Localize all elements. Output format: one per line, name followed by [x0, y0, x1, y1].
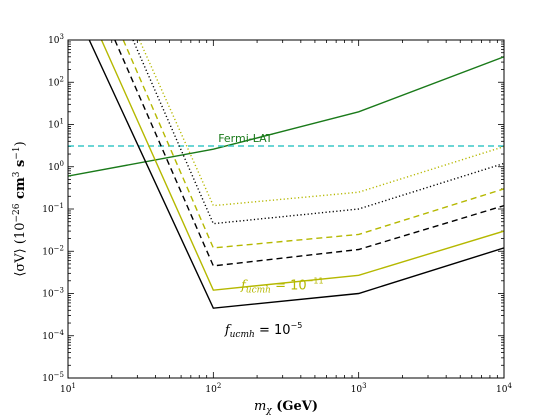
- y-tick-label: 10−1: [42, 202, 64, 215]
- series-line-7: [132, 40, 504, 225]
- annotation-1: Fermi-LAT: [218, 132, 273, 145]
- y-tick-label: 100: [48, 160, 64, 173]
- y-tick-label: 10−2: [42, 244, 64, 257]
- series-layer: [68, 40, 504, 309]
- x-tick-label: 104: [496, 382, 512, 395]
- series-line-5: [114, 40, 504, 267]
- series-line-6: [122, 40, 504, 249]
- series-line-8: [138, 40, 504, 207]
- x-tick-label: 102: [205, 382, 221, 395]
- annotation-3: fucmh = 10−5: [224, 321, 302, 340]
- annotations: Fermi-LAT fucmh = 10−11 fucmh = 10−5: [218, 132, 323, 340]
- x-tick-label: 101: [60, 382, 76, 395]
- y-tick-label: 10−4: [42, 329, 64, 342]
- y-tick-label: 102: [48, 75, 64, 88]
- series-line-1: [68, 56, 504, 177]
- series-line-3: [88, 40, 504, 309]
- y-tick-label: 103: [48, 33, 64, 46]
- x-axis-label: mχ (GeV): [254, 399, 318, 416]
- y-tick-label: 10−5: [42, 371, 64, 384]
- plot-frame: [67, 39, 505, 379]
- x-tick-label: 103: [351, 382, 367, 395]
- y-axis-label: ⟨σV⟩ (10−26 cm3 s−1): [12, 141, 28, 276]
- tick-labels: 101 102 103 104 10−5 10−4 10−3 10−2 10−1 100 101 10…: [42, 33, 512, 395]
- y-tick-label: 101: [48, 118, 64, 131]
- series-line-4: [100, 40, 504, 291]
- y-tick-label: 10−3: [42, 287, 64, 300]
- annotation-2: fucmh = 10−11: [240, 276, 324, 295]
